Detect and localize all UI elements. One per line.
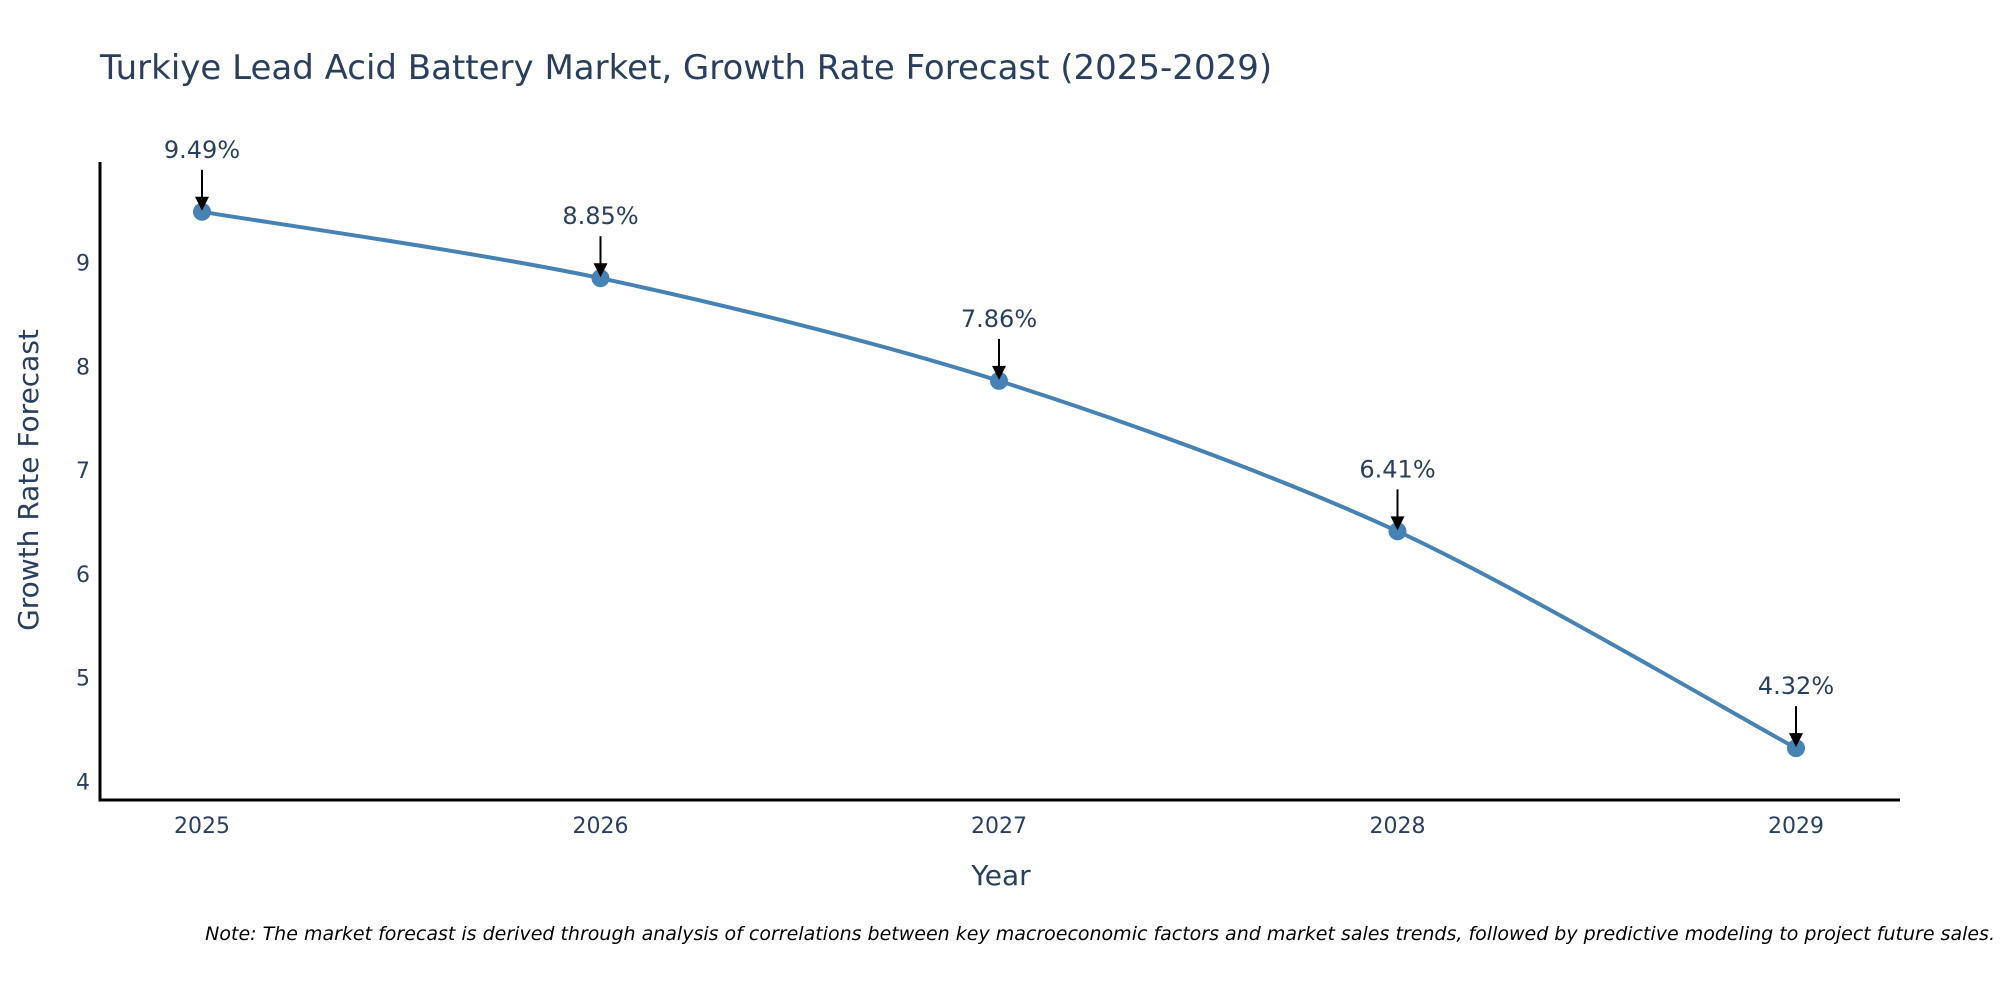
data-points (193, 202, 1805, 758)
x-tick-label: 2029 (1768, 814, 1824, 839)
axes: 4 5 6 7 8 9 2025 2026 2027 2028 2029 (76, 162, 1900, 839)
x-axis-title: Year (970, 859, 1031, 892)
data-point (1787, 739, 1805, 758)
chart-title: Turkiye Lead Acid Battery Market, Growth… (99, 48, 1272, 88)
x-tick-label: 2026 (573, 814, 629, 839)
annotation-arrow-head (593, 263, 608, 278)
annotation-arrow-head (1789, 733, 1803, 748)
y-tick-label: 7 (76, 459, 90, 484)
y-tick-label: 6 (76, 563, 90, 588)
x-tick-label: 2028 (1370, 814, 1426, 839)
data-point (193, 202, 211, 221)
y-tick-label: 8 (76, 355, 90, 380)
data-label: 9.49% (164, 136, 240, 164)
data-label: 8.85% (562, 202, 638, 230)
y-tick-label: 9 (76, 252, 90, 277)
data-label: 7.86% (961, 305, 1037, 333)
series-line (201, 209, 1797, 750)
y-tick-label: 4 (76, 770, 90, 795)
y-tick-label: 5 (76, 667, 90, 692)
x-tick-label: 2027 (971, 814, 1027, 839)
annotation-arrow-head (1390, 516, 1405, 531)
data-point (591, 269, 610, 288)
annotation-arrow-head (992, 365, 1006, 380)
series-line-layer (201, 209, 1797, 750)
data-labels: 9.49% 8.85% 7.86% 6.41% 4.32% (164, 136, 1834, 748)
y-axis-title: Growth Rate Forecast (12, 329, 45, 631)
data-label: 6.41% (1359, 455, 1435, 483)
footnote: Note: The market forecast is derived thr… (205, 923, 1995, 945)
data-point (1388, 522, 1407, 541)
data-point (990, 371, 1008, 390)
annotation-arrow-head (195, 196, 209, 211)
data-label: 4.32% (1758, 672, 1834, 700)
x-tick-label: 2025 (174, 814, 230, 839)
